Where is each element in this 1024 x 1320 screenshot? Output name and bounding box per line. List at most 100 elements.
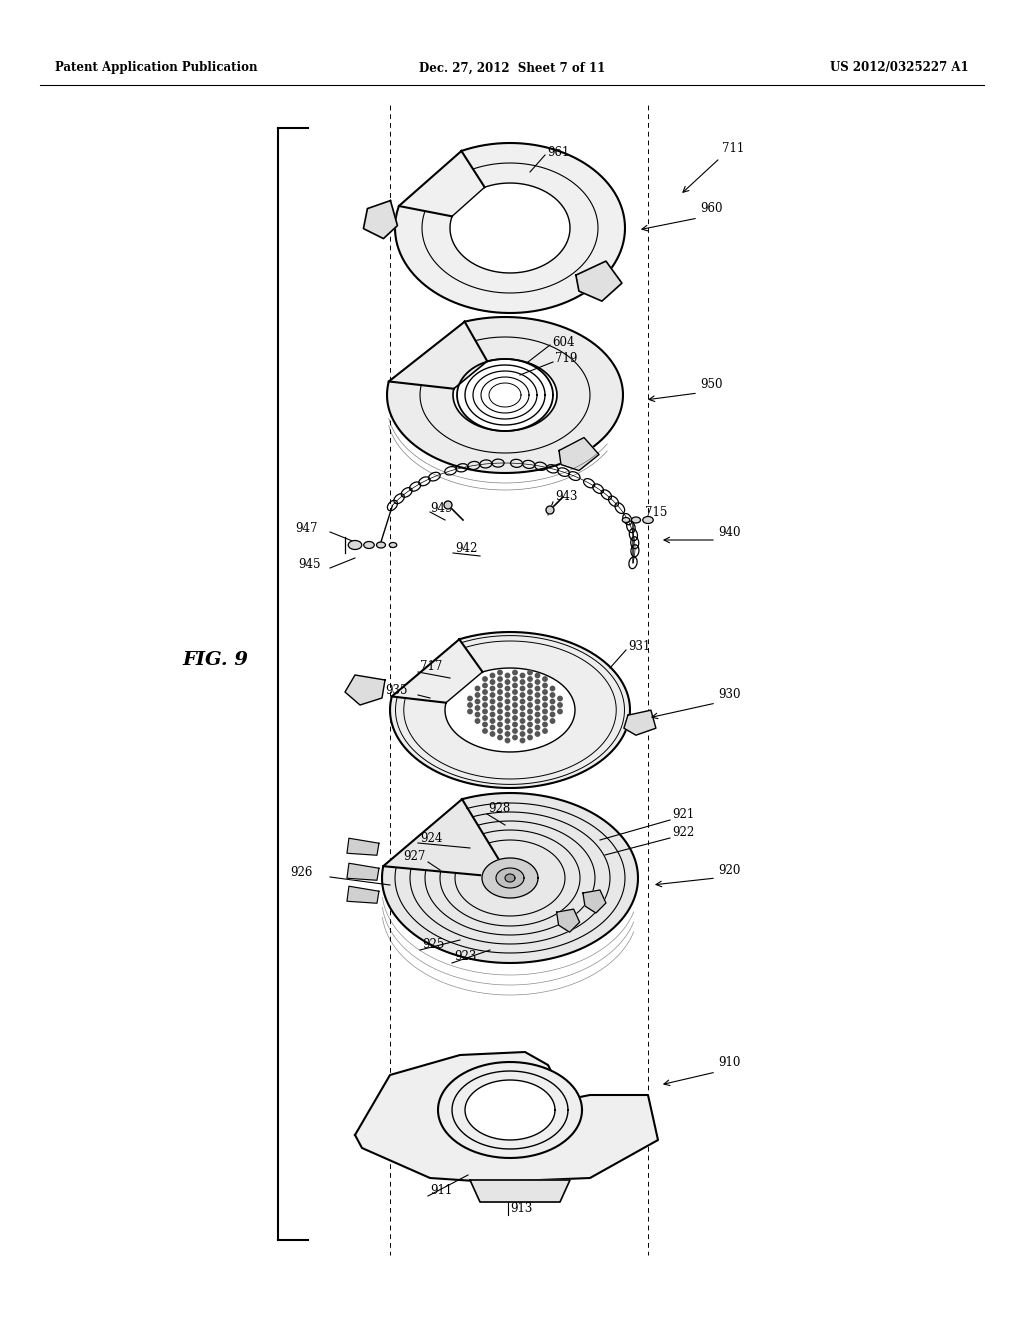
- Circle shape: [543, 690, 547, 694]
- Text: 920: 920: [718, 863, 740, 876]
- Circle shape: [520, 719, 524, 723]
- Circle shape: [520, 686, 524, 690]
- Circle shape: [475, 693, 479, 697]
- Circle shape: [498, 677, 502, 681]
- Polygon shape: [355, 1052, 658, 1181]
- Text: 910: 910: [718, 1056, 740, 1069]
- Text: 950: 950: [700, 379, 723, 392]
- Ellipse shape: [364, 541, 374, 549]
- Circle shape: [527, 722, 532, 727]
- Circle shape: [520, 673, 524, 677]
- Polygon shape: [496, 869, 524, 888]
- Text: 949: 949: [430, 502, 453, 515]
- Text: 926: 926: [290, 866, 312, 879]
- Circle shape: [482, 715, 487, 721]
- Polygon shape: [575, 261, 622, 301]
- Circle shape: [513, 690, 517, 694]
- Text: Dec. 27, 2012  Sheet 7 of 11: Dec. 27, 2012 Sheet 7 of 11: [419, 62, 605, 74]
- Text: 711: 711: [722, 141, 744, 154]
- Text: 935: 935: [385, 684, 408, 697]
- Ellipse shape: [643, 516, 653, 524]
- Polygon shape: [347, 886, 379, 903]
- Polygon shape: [387, 317, 623, 473]
- Circle shape: [536, 706, 540, 710]
- Text: 961: 961: [547, 145, 569, 158]
- Circle shape: [527, 684, 532, 688]
- Text: 923: 923: [454, 950, 476, 964]
- Circle shape: [475, 706, 479, 710]
- Text: FIG. 9: FIG. 9: [182, 651, 248, 669]
- Circle shape: [475, 713, 479, 717]
- Circle shape: [505, 738, 510, 743]
- Circle shape: [513, 697, 517, 701]
- Circle shape: [513, 709, 517, 714]
- Polygon shape: [559, 437, 599, 470]
- Circle shape: [550, 719, 555, 723]
- Circle shape: [543, 702, 547, 708]
- Text: 947: 947: [295, 521, 317, 535]
- Circle shape: [550, 706, 555, 710]
- Text: 717: 717: [420, 660, 442, 673]
- Circle shape: [513, 702, 517, 708]
- Circle shape: [490, 673, 495, 677]
- Circle shape: [543, 729, 547, 733]
- Circle shape: [468, 697, 472, 701]
- Circle shape: [536, 719, 540, 723]
- Text: 922: 922: [672, 826, 694, 840]
- Circle shape: [520, 725, 524, 730]
- Circle shape: [513, 735, 517, 739]
- Polygon shape: [390, 632, 630, 788]
- Polygon shape: [470, 1180, 570, 1203]
- Circle shape: [520, 700, 524, 704]
- Circle shape: [482, 697, 487, 701]
- Ellipse shape: [389, 543, 396, 548]
- Polygon shape: [395, 143, 625, 313]
- Circle shape: [490, 686, 495, 690]
- Circle shape: [527, 709, 532, 714]
- Circle shape: [513, 715, 517, 721]
- Ellipse shape: [632, 517, 640, 523]
- Circle shape: [498, 697, 502, 701]
- Circle shape: [505, 719, 510, 723]
- Polygon shape: [364, 201, 397, 239]
- Circle shape: [482, 684, 487, 688]
- Circle shape: [505, 731, 510, 737]
- Circle shape: [513, 671, 517, 675]
- Circle shape: [536, 731, 540, 737]
- Circle shape: [520, 706, 524, 710]
- Circle shape: [498, 690, 502, 694]
- Circle shape: [505, 725, 510, 730]
- Circle shape: [550, 700, 555, 704]
- Text: 928: 928: [488, 801, 510, 814]
- Polygon shape: [382, 793, 638, 964]
- Circle shape: [505, 673, 510, 677]
- Circle shape: [513, 729, 517, 733]
- Circle shape: [468, 702, 472, 708]
- Circle shape: [490, 706, 495, 710]
- Circle shape: [558, 709, 562, 714]
- Circle shape: [550, 693, 555, 697]
- Text: 942: 942: [455, 541, 477, 554]
- Circle shape: [498, 715, 502, 721]
- Circle shape: [527, 690, 532, 694]
- Circle shape: [546, 506, 554, 513]
- Circle shape: [505, 680, 510, 684]
- Text: Patent Application Publication: Patent Application Publication: [55, 62, 257, 74]
- Circle shape: [490, 680, 495, 684]
- Text: 719: 719: [555, 351, 578, 364]
- Circle shape: [468, 709, 472, 714]
- Circle shape: [536, 693, 540, 697]
- Circle shape: [527, 677, 532, 681]
- Ellipse shape: [348, 540, 361, 549]
- Ellipse shape: [377, 543, 385, 548]
- Polygon shape: [465, 1080, 555, 1140]
- Text: 604: 604: [552, 335, 574, 348]
- Circle shape: [498, 729, 502, 733]
- Circle shape: [482, 709, 487, 714]
- Circle shape: [498, 735, 502, 739]
- Circle shape: [498, 709, 502, 714]
- Circle shape: [543, 677, 547, 681]
- Circle shape: [490, 693, 495, 697]
- Circle shape: [543, 715, 547, 721]
- Circle shape: [505, 686, 510, 690]
